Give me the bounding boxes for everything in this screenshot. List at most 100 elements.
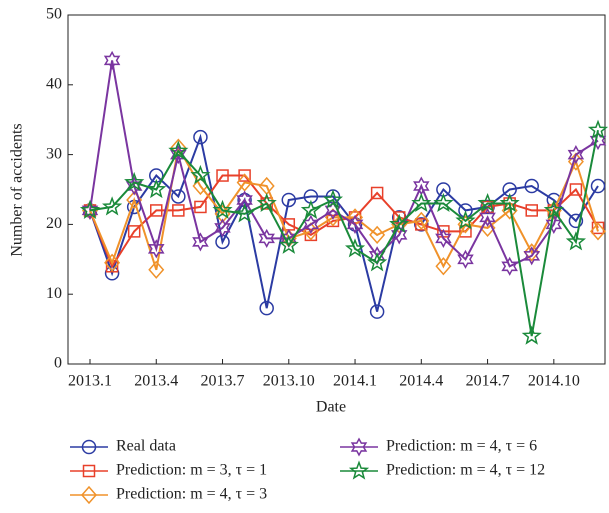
- marker: [194, 200, 207, 214]
- marker: [236, 190, 253, 210]
- marker: [455, 210, 476, 230]
- marker: [435, 228, 452, 248]
- marker: [148, 260, 165, 279]
- marker: [435, 257, 452, 276]
- marker: [103, 50, 121, 70]
- legend-label: Prediction: m = 3, τ = 1: [116, 462, 267, 479]
- marker: [414, 217, 429, 232]
- marker: [81, 439, 97, 455]
- y-tick-label: 40: [46, 75, 62, 92]
- marker: [389, 213, 410, 234]
- marker: [127, 225, 141, 238]
- x-tick-label: 2013.7: [201, 373, 245, 390]
- marker: [480, 199, 495, 215]
- marker: [104, 253, 121, 272]
- marker: [477, 192, 498, 212]
- marker: [523, 246, 541, 266]
- marker: [369, 225, 386, 245]
- marker: [411, 192, 432, 212]
- marker: [146, 178, 167, 199]
- marker: [590, 222, 606, 241]
- marker: [413, 211, 430, 231]
- y-tick-label: 50: [46, 6, 62, 23]
- marker: [324, 200, 342, 220]
- y-tick-label: 30: [46, 145, 62, 162]
- marker: [350, 437, 368, 457]
- marker: [501, 256, 518, 276]
- x-tick-label: 2014.10: [528, 373, 580, 390]
- legend-label: Prediction: m = 4, τ = 6: [386, 438, 537, 455]
- marker: [193, 129, 208, 145]
- marker: [433, 192, 454, 212]
- marker: [589, 131, 607, 151]
- marker: [192, 232, 209, 252]
- marker: [150, 204, 163, 217]
- marker: [546, 192, 562, 208]
- y-tick-label: 20: [46, 215, 62, 232]
- series-line: [89, 60, 599, 268]
- x-tick-label: 2014.7: [466, 373, 510, 390]
- marker: [392, 211, 406, 224]
- legend-label: Real data: [116, 438, 176, 455]
- marker: [565, 231, 586, 251]
- marker: [170, 145, 187, 165]
- marker: [344, 238, 366, 258]
- marker: [567, 145, 585, 165]
- marker: [543, 199, 564, 220]
- x-tick-label: 2013.10: [263, 373, 315, 390]
- marker: [479, 207, 496, 227]
- marker: [390, 225, 408, 245]
- marker: [346, 214, 364, 234]
- y-tick-label: 10: [46, 285, 62, 302]
- marker: [370, 186, 384, 200]
- marker: [590, 178, 606, 194]
- marker: [348, 460, 370, 480]
- marker: [172, 204, 185, 217]
- marker: [366, 252, 388, 272]
- marker: [322, 189, 344, 209]
- marker: [281, 192, 297, 208]
- marker: [369, 304, 385, 319]
- x-tick-label: 2014.1: [333, 373, 377, 390]
- marker: [214, 218, 231, 238]
- marker: [216, 169, 229, 182]
- marker: [125, 176, 143, 196]
- marker: [259, 300, 274, 316]
- marker: [238, 169, 251, 182]
- marker: [499, 192, 520, 212]
- marker: [102, 196, 123, 216]
- series-line: [89, 174, 599, 269]
- marker: [81, 485, 97, 505]
- marker: [212, 199, 233, 220]
- marker: [524, 178, 539, 194]
- x-tick-label: 2013.1: [68, 373, 112, 390]
- marker: [258, 228, 275, 248]
- y-tick-label: 0: [54, 355, 62, 372]
- plot-frame: [67, 14, 606, 365]
- marker: [278, 234, 299, 254]
- marker: [171, 189, 186, 204]
- y-axis-label: Number of accidents: [9, 123, 26, 256]
- marker: [300, 199, 321, 220]
- marker: [168, 140, 189, 160]
- marker: [81, 200, 99, 220]
- marker: [587, 119, 609, 139]
- marker: [82, 464, 96, 478]
- marker: [79, 199, 101, 220]
- marker: [147, 239, 165, 259]
- marker: [256, 192, 277, 212]
- marker: [457, 249, 474, 269]
- x-axis-label: Date: [316, 399, 346, 416]
- marker: [190, 164, 211, 185]
- x-tick-label: 2014.4: [399, 373, 443, 390]
- marker: [525, 204, 538, 217]
- marker: [569, 183, 583, 196]
- marker: [234, 203, 255, 223]
- marker: [521, 325, 542, 345]
- legend-label: Prediction: m = 4, τ = 12: [386, 462, 545, 479]
- marker: [568, 213, 584, 229]
- marker: [124, 171, 145, 192]
- series-line: [89, 133, 599, 312]
